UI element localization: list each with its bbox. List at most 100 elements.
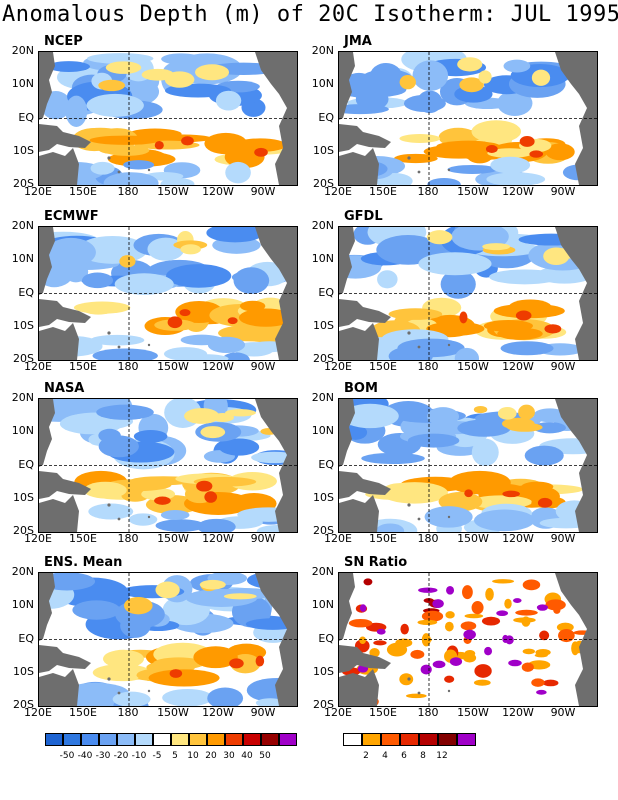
lat-label: 10N <box>311 598 334 612</box>
anomaly-colorbar-label: -5 <box>152 751 162 761</box>
anomaly-patch-52 <box>421 610 444 622</box>
anomaly-patch-38 <box>418 587 438 593</box>
lon-label: 150W <box>457 185 489 198</box>
anomaly-patch-50 <box>255 698 285 706</box>
anomaly-patch-46 <box>399 134 441 143</box>
anomaly-patch-74 <box>432 660 446 669</box>
anomaly-patch-22 <box>426 407 460 426</box>
lon-label: 120W <box>202 185 234 198</box>
anomaly-patch-28 <box>363 578 373 586</box>
lon-label: 150E <box>369 360 397 373</box>
anomaly-patch-24 <box>86 93 144 117</box>
panel-title: ENS. Mean <box>44 555 123 570</box>
anomaly-patch-13 <box>485 587 494 601</box>
anomaly-patch-30 <box>180 244 201 255</box>
anomaly-patch-25 <box>86 53 154 64</box>
anomaly-patch-58 <box>154 140 164 150</box>
anomaly-patch-56 <box>112 691 151 706</box>
anomaly-patch-34 <box>462 585 473 600</box>
anomaly-patch-40 <box>400 623 409 635</box>
sn-colorbar-swatch <box>381 733 400 746</box>
panel-title: NCEP <box>44 34 83 49</box>
anomaly-patch-56 <box>90 161 115 175</box>
lon-label: 120E <box>324 360 352 373</box>
lat-label: 10S <box>313 318 334 332</box>
anomaly-patch-40 <box>545 143 575 161</box>
anomaly-colorbar-label: -40 <box>77 751 93 761</box>
anomaly-patch-54 <box>474 509 535 532</box>
map-jma <box>338 51 598 186</box>
anomaly-patch-48 <box>486 172 546 185</box>
anomaly-patch-27 <box>542 679 559 687</box>
anomaly-patch-8 <box>545 599 566 611</box>
lon-label: 90W <box>250 185 276 198</box>
anomaly-patch-52 <box>490 156 531 174</box>
lon-label: 120W <box>502 706 534 719</box>
anomaly-patch-78 <box>536 689 547 695</box>
anomaly-colorbar-swatch <box>45 733 63 746</box>
anomaly-patch-50 <box>447 164 498 174</box>
anomaly-patch-24 <box>481 616 501 626</box>
lon-label: 180 <box>117 532 139 545</box>
lon-label: 150E <box>69 185 97 198</box>
lat-label: 20N <box>311 565 334 578</box>
lon-label: 120W <box>502 360 534 373</box>
anomaly-patch-7 <box>533 422 566 434</box>
sn-colorbar-label: 2 <box>363 751 369 761</box>
anomaly-colorbar-label: -20 <box>113 751 129 761</box>
anomaly-patch-82 <box>508 659 522 667</box>
lat-label: 20S <box>313 524 334 537</box>
anomaly-patch-59 <box>502 490 520 498</box>
anomaly-patch-23 <box>361 452 425 464</box>
map-ncep <box>38 51 298 186</box>
lat-label: 20S <box>313 352 334 365</box>
lon-label: 120W <box>202 360 234 373</box>
lon-label: 150W <box>457 706 489 719</box>
lat-label: EQ <box>18 631 34 645</box>
lon-label: 120E <box>24 360 52 373</box>
lon-label: 120E <box>24 532 52 545</box>
anomaly-patch-57 <box>196 480 213 492</box>
sn-colorbar-label: 12 <box>436 751 448 761</box>
anomaly-patch-53 <box>180 334 224 346</box>
panel-title: NASA <box>44 381 85 396</box>
lon-label: 150E <box>369 532 397 545</box>
lon-label: 120E <box>324 706 352 719</box>
anomaly-patch-30 <box>492 579 515 584</box>
anomaly-patch-41 <box>359 636 367 645</box>
lat-label: 10N <box>11 598 34 612</box>
anomaly-patch-24 <box>341 403 399 429</box>
anomaly-patch-26 <box>399 75 416 90</box>
lon-label: 90W <box>250 706 276 719</box>
anomaly-patch-45 <box>553 606 561 614</box>
anomaly-patch-24 <box>96 404 154 420</box>
anomaly-patch-53 <box>474 664 492 678</box>
anomaly-patch-27 <box>200 426 226 439</box>
anomaly-patch-65 <box>534 653 548 658</box>
anomaly-patch-44 <box>82 302 115 315</box>
anomaly-patch-55 <box>90 334 145 346</box>
panel-title: JMA <box>344 34 372 49</box>
lon-label: 120E <box>324 532 352 545</box>
lon-label: 120E <box>324 185 352 198</box>
lon-label: 90W <box>550 360 576 373</box>
lon-label: 120W <box>502 185 534 198</box>
anomaly-patch-55 <box>432 599 444 609</box>
anomaly-patch-20 <box>412 60 449 91</box>
sn-colorbar-label: 4 <box>382 751 388 761</box>
anomaly-patch-22 <box>161 53 201 65</box>
anomaly-colorbar-label: -30 <box>95 751 111 761</box>
lon-label: 180 <box>117 706 139 719</box>
anomaly-colorbar-swatch <box>243 733 261 746</box>
anomaly-patch-54 <box>397 338 465 358</box>
lat-label: 20S <box>13 698 34 711</box>
anomaly-patch-23 <box>45 237 96 267</box>
anomaly-patch-58 <box>229 658 244 669</box>
anomaly-colorbar-swatch <box>279 733 297 746</box>
anomaly-patch-44 <box>436 140 501 153</box>
anomaly-patch-18 <box>446 585 455 595</box>
lat-label: 20N <box>11 219 34 232</box>
lat-label: 10N <box>311 424 334 438</box>
anomaly-colorbar-swatch <box>135 733 153 746</box>
anomaly-patch-36 <box>399 673 414 686</box>
